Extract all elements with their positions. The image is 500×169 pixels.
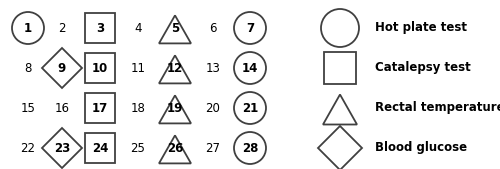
Text: 11: 11 <box>130 62 146 75</box>
Text: 4: 4 <box>134 21 142 34</box>
Text: 21: 21 <box>242 102 258 115</box>
Text: 7: 7 <box>246 21 254 34</box>
Text: 17: 17 <box>92 102 108 115</box>
Polygon shape <box>159 95 191 123</box>
Ellipse shape <box>234 132 266 164</box>
Bar <box>85 53 115 83</box>
Text: 28: 28 <box>242 141 258 154</box>
Bar <box>85 133 115 163</box>
Polygon shape <box>42 128 82 168</box>
Text: Hot plate test: Hot plate test <box>375 21 467 34</box>
Text: 25: 25 <box>130 141 146 154</box>
Text: 24: 24 <box>92 141 108 154</box>
Text: 18: 18 <box>130 102 146 115</box>
Text: 8: 8 <box>24 62 32 75</box>
Text: Blood glucose: Blood glucose <box>375 141 467 154</box>
Text: 2: 2 <box>58 21 66 34</box>
Polygon shape <box>42 48 82 88</box>
Text: 13: 13 <box>206 62 220 75</box>
Text: 16: 16 <box>54 102 70 115</box>
Text: 9: 9 <box>58 62 66 75</box>
Bar <box>85 13 115 43</box>
Text: 26: 26 <box>167 141 183 154</box>
Text: Catalepsy test: Catalepsy test <box>375 62 471 75</box>
Text: 6: 6 <box>209 21 217 34</box>
Text: 5: 5 <box>171 21 179 34</box>
Text: 23: 23 <box>54 141 70 154</box>
Ellipse shape <box>234 12 266 44</box>
Ellipse shape <box>234 92 266 124</box>
Text: 27: 27 <box>206 141 220 154</box>
Text: 3: 3 <box>96 21 104 34</box>
Polygon shape <box>323 94 357 125</box>
Polygon shape <box>159 55 191 83</box>
Ellipse shape <box>234 52 266 84</box>
Ellipse shape <box>321 9 359 47</box>
Text: 1: 1 <box>24 21 32 34</box>
Text: 19: 19 <box>167 102 183 115</box>
Text: 22: 22 <box>20 141 36 154</box>
Ellipse shape <box>12 12 44 44</box>
Bar <box>324 52 356 84</box>
Text: 15: 15 <box>20 102 36 115</box>
Text: 14: 14 <box>242 62 258 75</box>
Polygon shape <box>318 126 362 169</box>
Text: 20: 20 <box>206 102 220 115</box>
Polygon shape <box>159 135 191 163</box>
Text: 10: 10 <box>92 62 108 75</box>
Bar <box>85 93 115 123</box>
Text: Rectal temperature: Rectal temperature <box>375 102 500 115</box>
Text: 12: 12 <box>167 62 183 75</box>
Polygon shape <box>159 15 191 43</box>
